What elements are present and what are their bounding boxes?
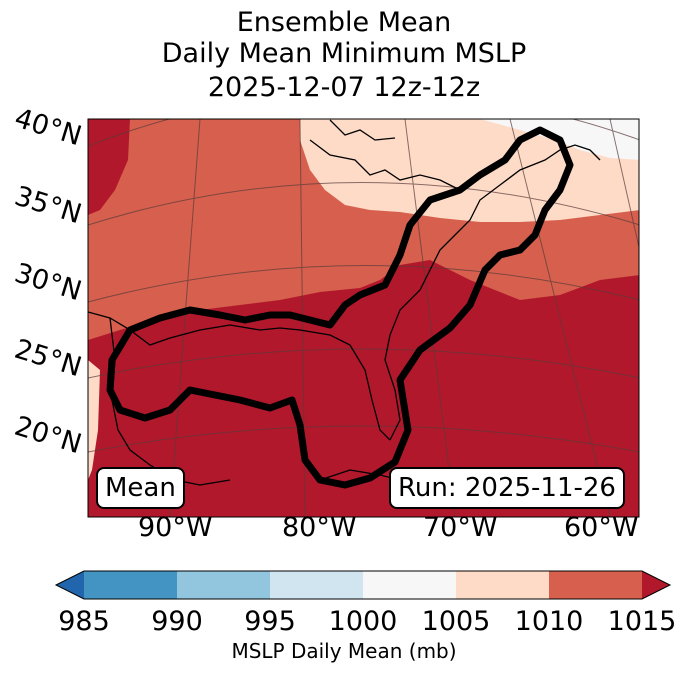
ensemble-contour <box>106 126 574 489</box>
pressure-1005-west-edge <box>88 360 100 480</box>
graticule <box>88 119 639 517</box>
lon-label-60w: 60°W <box>564 512 639 543</box>
pressure-1015-south-region <box>88 260 639 517</box>
lat-line-40 <box>88 119 639 147</box>
colorbar-tick-985: 985 <box>58 606 110 637</box>
lat-line-30 <box>88 265 639 303</box>
colorbar-label: MSLP Daily Mean (mb) <box>231 639 457 663</box>
lat-line-20 <box>88 425 639 453</box>
lat-line-25 <box>88 348 639 379</box>
lat-line-35 <box>88 182 639 226</box>
colorbar-tick-990: 990 <box>151 606 203 637</box>
colorbar-segment-1005-1010 <box>456 571 549 599</box>
lon-line-70 <box>404 119 456 517</box>
map-area <box>88 119 639 517</box>
mean-label-box: Mean <box>96 467 185 509</box>
colorbar-extend-low <box>56 571 84 599</box>
great-lakes-a <box>309 139 461 191</box>
title-line-3: 2025-12-07 12z-12z <box>207 72 481 103</box>
map-frame <box>87 118 640 518</box>
colorbar-segment-1000-1005 <box>363 571 456 599</box>
great-lakes-b <box>329 119 396 141</box>
pressure-1015-nw-region <box>88 119 130 215</box>
colorbar-segment-995-1000 <box>270 571 363 599</box>
run-date-box: Run: 2025-11-26 <box>389 467 625 509</box>
colorbar-segment-990-995 <box>177 571 270 599</box>
colorbar-tick-1000: 1000 <box>328 606 398 637</box>
title-line-1: Ensemble Mean <box>236 7 452 38</box>
colorbar-tick-995: 995 <box>244 606 296 637</box>
lon-line-90 <box>169 119 201 517</box>
lon-label-90w: 90°W <box>138 512 213 543</box>
lon-line-60 <box>509 119 611 517</box>
colorbar-segment-1010-1015 <box>549 571 642 599</box>
colorbar-tick-1010: 1010 <box>514 606 584 637</box>
lon-line-50 <box>609 119 639 250</box>
colorbar-segment-985-990 <box>84 571 177 599</box>
gulf-coast <box>88 311 391 441</box>
colorbar <box>54 570 672 600</box>
colorbar-tick-1005: 1005 <box>421 606 491 637</box>
lon-label-70w: 70°W <box>423 512 498 543</box>
lon-label-80w: 80°W <box>282 512 357 543</box>
colorbar-outline <box>54 570 672 600</box>
colorbar-extend-high <box>642 571 670 599</box>
title-line-2: Daily Mean Minimum MSLP <box>161 38 527 69</box>
colorbar-tick-1015: 1015 <box>607 606 677 637</box>
atlantic-coast <box>384 144 601 441</box>
